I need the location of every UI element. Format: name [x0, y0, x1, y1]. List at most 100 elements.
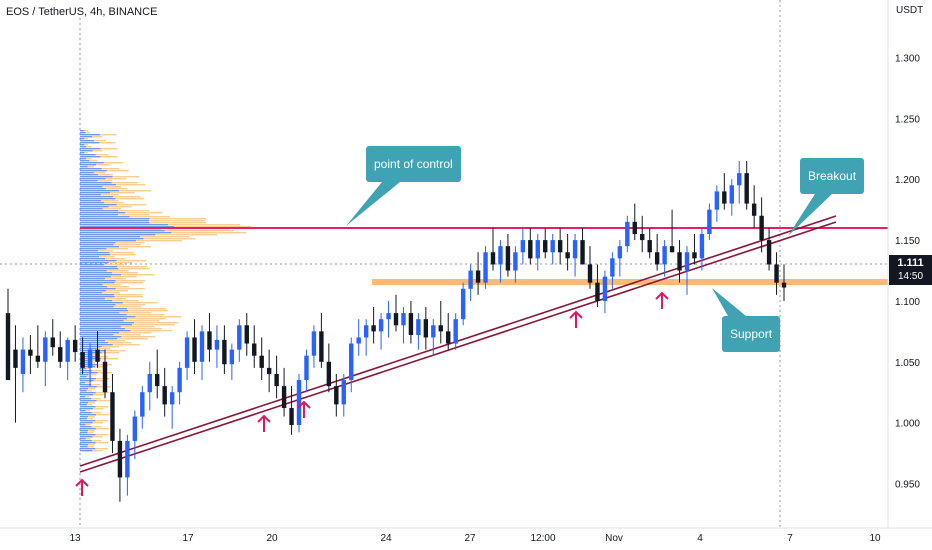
volume-profile-bar	[80, 162, 104, 164]
candle-body	[543, 240, 548, 253]
breakout-callout[interactable]: Breakout	[800, 158, 865, 194]
y-tick-label: 1.300	[895, 54, 920, 65]
volume-profile-bar	[80, 242, 116, 244]
volume-profile-bar	[80, 168, 102, 170]
volume-profile-bar	[148, 220, 206, 222]
volume-profile-bar	[80, 192, 111, 194]
volume-profile-bar	[113, 244, 141, 246]
volume-profile-bar	[80, 384, 92, 386]
volume-profile-bar	[80, 446, 88, 448]
volume-profile-bar	[80, 402, 89, 404]
price-scale-unit: USDT	[896, 5, 924, 16]
touch-arrow-icon	[655, 291, 669, 300]
volume-profile-bar	[80, 294, 115, 296]
breakout-callout-pointer	[788, 194, 832, 236]
y-tick-label: 1.050	[895, 358, 920, 369]
volume-profile-bar	[80, 422, 93, 424]
volume-profile-bar	[80, 444, 89, 446]
volume-profile-bar	[112, 176, 140, 178]
volume-profile-bar	[95, 392, 109, 394]
candle-body	[669, 246, 675, 253]
volume-profile-bar	[80, 448, 96, 450]
volume-profile-bar	[80, 342, 109, 344]
touch-arrow-icon	[569, 310, 583, 319]
x-tick-label: 12:00	[530, 533, 555, 544]
volume-profile-bar	[86, 158, 92, 160]
volume-profile-bar	[80, 394, 94, 396]
volume-profile-bar	[84, 144, 88, 146]
candle-body	[274, 373, 279, 387]
volume-profile-bar	[106, 248, 129, 250]
volume-profile-bar	[87, 166, 94, 168]
volume-profile-bar	[86, 376, 92, 378]
volume-profile-bar	[80, 132, 86, 134]
candle-body	[401, 313, 406, 326]
support-callout-pointer	[712, 288, 746, 316]
volume-profile-bar	[119, 246, 152, 248]
last-price: 1.111	[897, 257, 924, 269]
candle-body	[490, 252, 496, 265]
candle-body	[513, 252, 518, 271]
candle-body	[602, 276, 608, 301]
volume-profile-bar	[80, 188, 107, 190]
candle-body	[58, 347, 63, 362]
volume-profile-bar	[85, 132, 91, 134]
volume-profile-bar	[101, 200, 119, 202]
volume-profile-bar	[149, 218, 207, 220]
candle-body	[640, 234, 645, 241]
volume-profile-bar	[80, 148, 101, 150]
volume-profile-bar	[80, 270, 107, 272]
candle-body	[565, 252, 570, 259]
volume-profile-bar	[85, 396, 90, 398]
candle-body	[438, 325, 443, 332]
volume-profile-bar	[85, 410, 90, 412]
volume-profile-bar	[113, 196, 141, 198]
volume-profile-bar	[149, 222, 207, 224]
volume-profile-bar	[91, 384, 101, 386]
candle-body	[587, 264, 593, 283]
volume-profile-bar	[80, 396, 86, 398]
volume-profile-bar	[80, 276, 112, 278]
candle-body	[520, 240, 526, 253]
candle-body	[550, 240, 555, 253]
volume-profile-bar	[106, 270, 129, 272]
volume-profile-bar	[80, 350, 105, 352]
volume-profile-bar	[115, 242, 145, 244]
support-callout[interactable]: Support	[722, 316, 781, 352]
candle-body	[296, 380, 302, 426]
poc-callout[interactable]: point of control	[366, 146, 461, 182]
volume-profile-bar	[80, 142, 100, 144]
volume-profile-bar	[80, 196, 114, 198]
candle-body	[505, 246, 511, 271]
volume-profile-bar	[80, 336, 122, 338]
volume-profile-bar	[91, 398, 101, 400]
volume-profile-bar	[80, 260, 117, 262]
volume-profile-bar	[173, 226, 251, 228]
volume-profile-bar	[80, 254, 111, 256]
volume-profile-bar	[88, 416, 95, 418]
volume-profile-bar	[86, 404, 93, 406]
volume-profile-bar	[80, 210, 119, 212]
candle-body	[177, 367, 182, 393]
volume-profile-bar	[115, 288, 145, 290]
volume-profile-bar	[80, 246, 120, 248]
volume-profile-bar	[80, 202, 105, 204]
volume-profile-bar	[109, 252, 134, 254]
candle-body	[766, 240, 772, 265]
volume-profile-bar	[80, 296, 115, 298]
volume-profile-bar	[80, 392, 96, 394]
volume-profile-bar	[80, 426, 92, 428]
candle-body	[363, 325, 369, 338]
volume-profile-bar	[80, 442, 96, 444]
candle-body	[371, 325, 376, 332]
volume-profile-bar	[106, 290, 128, 292]
volume-profile-bar	[80, 144, 85, 146]
volume-profile-bar	[80, 410, 86, 412]
volume-profile-bar	[100, 148, 118, 150]
volume-profile-bar	[104, 264, 125, 266]
volume-profile-bar	[80, 130, 85, 132]
candle-body	[229, 349, 235, 365]
volume-profile-bar	[87, 418, 93, 420]
volume-profile-bar	[101, 168, 120, 170]
